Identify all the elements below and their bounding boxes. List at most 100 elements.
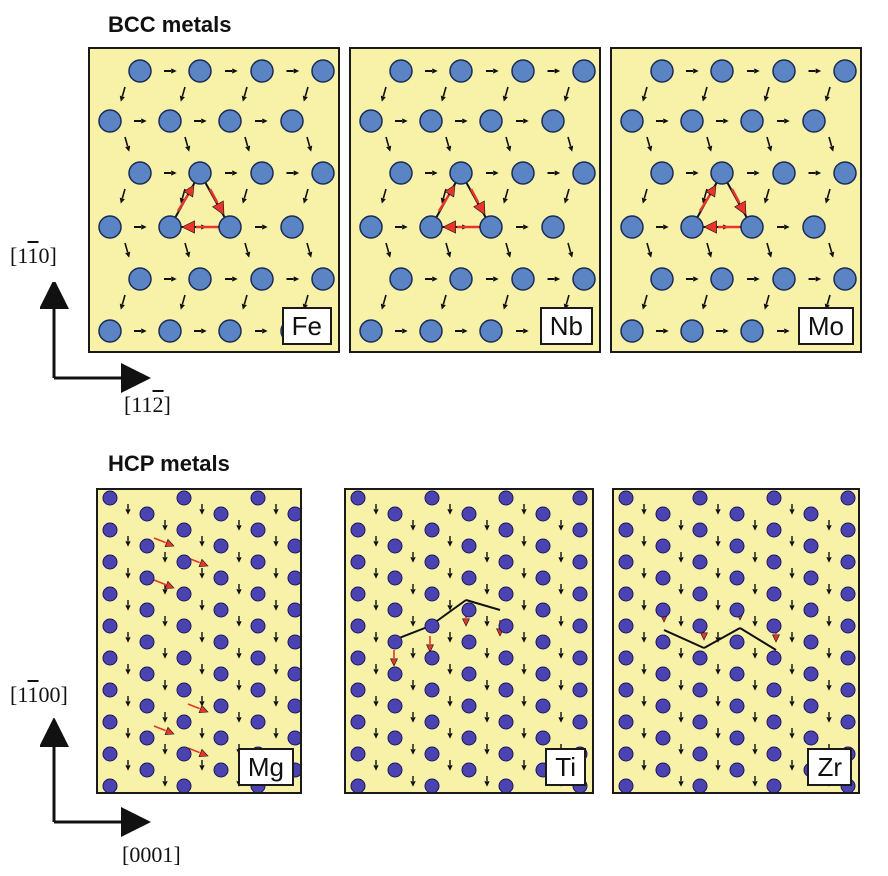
bcc-panel-mo: Mo	[610, 47, 862, 353]
arrow-head	[715, 605, 721, 611]
arrow-head	[410, 685, 416, 691]
arrow-head	[678, 781, 684, 787]
displacement-arrow	[765, 294, 770, 305]
arrow-head	[641, 637, 647, 643]
displacement-arrow	[382, 188, 387, 199]
arrow-head	[829, 251, 835, 258]
atom	[280, 215, 304, 239]
atom	[250, 714, 266, 730]
atom	[498, 746, 514, 762]
atom	[213, 762, 229, 778]
atom	[802, 215, 826, 239]
arrow-head	[826, 717, 832, 723]
displacement-arrow	[184, 242, 189, 253]
arrow-head	[647, 145, 653, 152]
core-line	[703, 627, 741, 649]
displacement-arrow	[244, 136, 249, 147]
arrow-head	[484, 653, 490, 659]
arrow-head	[715, 765, 721, 771]
atom	[387, 698, 403, 714]
arrow-head	[199, 669, 205, 675]
atom	[729, 570, 745, 586]
arrow-head	[558, 557, 564, 563]
arrow-head	[700, 632, 708, 641]
atom	[139, 570, 155, 586]
arrow-head	[484, 685, 490, 691]
arrow-head	[752, 685, 758, 691]
arrow-head	[199, 733, 205, 739]
arrow-head	[141, 224, 147, 230]
arrow-head	[715, 509, 721, 515]
arrow-head	[373, 573, 379, 579]
atom	[655, 666, 671, 682]
displacement-arrow	[828, 242, 833, 253]
arrow-head	[273, 701, 279, 707]
atom	[655, 570, 671, 586]
bcc-axis-vertical-label: [110]	[10, 243, 57, 268]
atom	[618, 554, 634, 570]
atom	[419, 215, 443, 239]
atom	[680, 109, 704, 133]
arrow-head	[199, 637, 205, 643]
atom	[213, 602, 229, 618]
hcp-panel-ti: Ti	[344, 488, 594, 794]
arrow-head	[402, 328, 408, 334]
arrow-head	[826, 621, 832, 627]
arrow-head	[199, 765, 205, 771]
atom	[511, 267, 535, 291]
arrow-head	[402, 118, 408, 124]
arrow-head	[493, 170, 499, 176]
arrow-head	[232, 276, 238, 282]
arrow-head	[410, 717, 416, 723]
atom	[740, 319, 764, 343]
arrow-head	[302, 197, 308, 204]
arrow-head	[521, 733, 527, 739]
arrow-head	[162, 621, 168, 627]
displacement-arrow	[646, 136, 651, 147]
displacement-arrow	[306, 136, 311, 147]
displacement-arrow	[703, 188, 708, 199]
arrow-head	[705, 184, 717, 198]
atom	[287, 506, 300, 522]
atom	[287, 634, 300, 650]
arrow-head	[763, 303, 769, 310]
atom	[729, 762, 745, 778]
arrow-head	[703, 220, 717, 234]
arrow-head	[641, 733, 647, 739]
atom	[710, 267, 734, 291]
atom	[387, 570, 403, 586]
arrow-head	[506, 145, 512, 152]
atom	[692, 650, 708, 666]
displacement-arrow	[121, 294, 126, 305]
displacement-arrow	[565, 86, 570, 97]
atom	[766, 618, 782, 634]
arrow-head	[521, 637, 527, 643]
hcp-panel-mg: Mg	[96, 488, 302, 794]
arrow-head	[141, 328, 147, 334]
arrow-head	[386, 251, 392, 258]
arrow-head	[162, 781, 168, 787]
atom	[102, 522, 118, 538]
atom	[535, 698, 551, 714]
arrow-head	[815, 68, 822, 74]
atom	[766, 682, 782, 698]
displacement-arrow	[121, 86, 126, 97]
arrow-head	[199, 605, 205, 611]
displacement-arrow	[121, 188, 126, 199]
atom	[729, 730, 745, 746]
atom	[692, 746, 708, 762]
atom	[188, 267, 212, 291]
arrow-head	[426, 644, 434, 653]
atom	[729, 698, 745, 714]
arrow-head	[829, 145, 835, 152]
arrow-head	[447, 765, 453, 771]
arrow-head	[826, 589, 832, 595]
arrow-head	[678, 685, 684, 691]
displacement-arrow	[124, 242, 129, 253]
atom	[250, 522, 266, 538]
displacement-arrow	[304, 188, 309, 199]
atom	[387, 634, 403, 650]
atom	[213, 698, 229, 714]
arrow-head	[789, 733, 795, 739]
arrow-head	[373, 733, 379, 739]
